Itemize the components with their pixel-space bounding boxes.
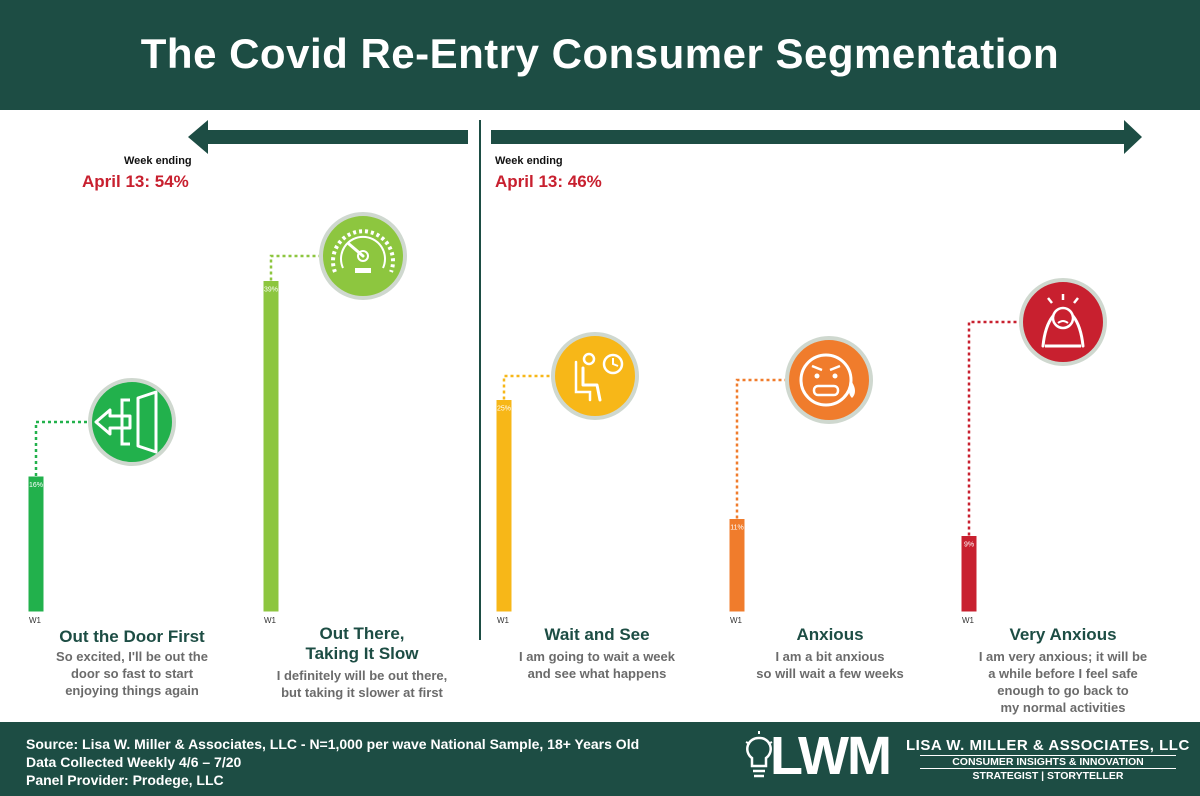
segment-desc-wait-and-see: I am going to wait a week and see what h… — [487, 648, 707, 682]
data-label: 16% — [29, 482, 43, 489]
x-tick-label: W1 — [29, 616, 42, 625]
segment-title-out-there: Out There, Taking It Slow — [252, 624, 472, 664]
connector-out-there — [269, 254, 321, 281]
segment-desc-anxious: I am a bit anxious so will wait a few we… — [720, 648, 940, 682]
data-label: 9% — [964, 542, 974, 549]
segment-title-wait-and-see: Wait and See — [544, 625, 650, 644]
company-name: LISA W. MILLER & ASSOCIATES, LLC — [906, 737, 1190, 754]
waiting-person-icon — [551, 332, 639, 420]
data-label: 25% — [497, 406, 511, 413]
lightbulb-icon — [745, 731, 773, 778]
header-band — [0, 0, 1200, 110]
desc-line: enjoying things again — [65, 683, 199, 698]
x-tick-label: W1 — [497, 616, 510, 625]
title-line: Taking It Slow — [305, 644, 419, 663]
x-tick-label: W1 — [264, 616, 277, 625]
desc-line: a while before I feel safe — [988, 666, 1138, 681]
x-tick-label: W1 — [962, 616, 975, 625]
bar-out-the-door — [27, 475, 45, 613]
desc-line: I am going to wait a week — [518, 649, 676, 664]
right-week-label: Week ending — [495, 155, 563, 167]
data-label: 11% — [730, 525, 744, 532]
connector-out-the-door — [34, 420, 90, 476]
company-tagline: CONSUMER INSIGHTS & INNOVATION — [920, 755, 1176, 769]
x-tick-label: W1 — [730, 616, 743, 625]
right-total-label: April 13: 46% — [495, 172, 602, 191]
connector-anxious — [735, 378, 787, 519]
desc-line: enough to go back to — [997, 683, 1129, 698]
data-label: 39% — [264, 287, 278, 294]
title-line: Out There, — [319, 624, 405, 643]
segment-title-very-anxious: Very Anxious — [1009, 625, 1117, 644]
page-title: The Covid Re-Entry Consumer Segmentation — [140, 30, 1060, 77]
segment-title-anxious: Anxious — [796, 625, 864, 644]
segment-title-out-the-door: Out the Door First — [59, 627, 205, 646]
company-tagline-roles: STRATEGIST | STORYTELLER — [972, 770, 1124, 782]
bar-anxious — [728, 518, 746, 613]
desc-line: and see what happens — [527, 666, 667, 681]
desc-line: I am very anxious; it will be — [978, 649, 1148, 664]
collection-line: Data Collected Weekly 4/6 – 7/20 — [26, 754, 242, 770]
desc-line: my normal activities — [1000, 700, 1126, 715]
left-total-label: April 13: 54% — [82, 172, 189, 191]
desc-line: but taking it slower at first — [281, 685, 443, 700]
desc-line: I definitely will be out there, — [276, 668, 448, 683]
left-arrow — [188, 120, 468, 154]
stressed-person-icon — [1019, 278, 1107, 366]
desc-line: so will wait a few weeks — [756, 666, 904, 681]
desc-line: So excited, I'll be out the — [56, 649, 208, 664]
bar-wait-and-see — [495, 399, 513, 613]
desc-line: door so fast to start — [70, 666, 194, 681]
logo-mark: LWM — [770, 726, 892, 786]
connector-wait-and-see — [502, 374, 553, 400]
segment-desc-out-the-door: So excited, I'll be out the door so fast… — [22, 648, 242, 699]
connector-very-anxious — [967, 320, 1021, 536]
right-arrow — [491, 120, 1142, 154]
bar-out-there — [262, 280, 280, 613]
source-line: Source: Lisa W. Miller & Associates, LLC… — [26, 736, 640, 752]
segment-desc-out-there: I definitely will be out there, but taki… — [252, 667, 472, 701]
anxious-face-icon — [785, 336, 873, 424]
left-week-label: Week ending — [124, 155, 192, 167]
footer-band — [0, 722, 1200, 796]
desc-line: I am a bit anxious — [775, 649, 885, 664]
exit-door-icon — [88, 378, 176, 466]
panel-provider-line: Panel Provider: Prodege, LLC — [26, 772, 224, 788]
segment-desc-very-anxious: I am very anxious; it will be a while be… — [953, 648, 1173, 716]
speedometer-icon — [319, 212, 407, 300]
